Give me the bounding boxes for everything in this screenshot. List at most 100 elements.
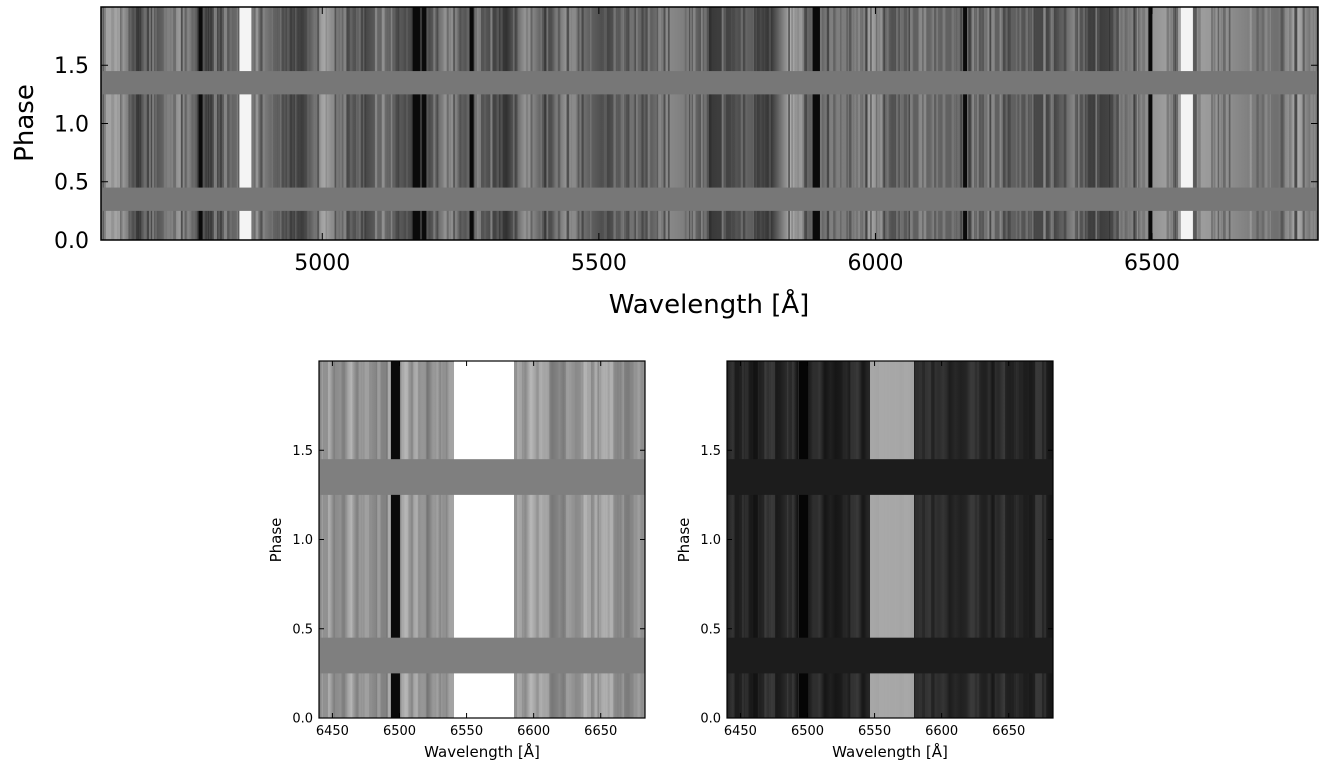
- texture-stripe: [847, 7, 850, 240]
- texture-stripe: [466, 7, 470, 240]
- texture-stripe: [657, 7, 659, 240]
- texture-stripe: [385, 7, 387, 240]
- masked-band: [319, 459, 645, 495]
- texture-stripe: [1217, 7, 1220, 240]
- texture-stripe: [1166, 7, 1170, 240]
- texture-stripe: [855, 7, 859, 240]
- texture-stripe: [605, 361, 613, 718]
- masked-band: [727, 459, 1053, 495]
- texture-stripe: [1007, 361, 1015, 718]
- texture-stripe: [820, 7, 824, 240]
- texture-stripe: [546, 7, 549, 240]
- texture-stripe: [263, 7, 265, 240]
- texture-stripe: [566, 361, 572, 718]
- texture-stripe: [125, 7, 129, 240]
- spectral-lines: [198, 7, 1193, 240]
- y-axis-label: Phase: [10, 84, 40, 162]
- texture-stripe: [1043, 7, 1046, 240]
- texture-stripe: [973, 7, 976, 240]
- masked-phase-bands: [727, 459, 1053, 674]
- texture-stripe: [1211, 7, 1214, 240]
- texture-stripe: [334, 7, 337, 240]
- texture-stripe: [477, 7, 479, 240]
- texture-stripe: [635, 7, 638, 240]
- texture-stripe: [551, 361, 559, 718]
- texture-stripe: [454, 7, 458, 240]
- texture-stripe: [1031, 7, 1034, 240]
- texture-stripe: [426, 7, 429, 240]
- texture-stripe: [1256, 7, 1259, 240]
- texture-stripe: [512, 361, 517, 718]
- texture-stripe: [916, 361, 921, 718]
- texture-stripe: [658, 7, 662, 240]
- texture-stripe: [290, 7, 293, 240]
- texture-stripe: [413, 361, 418, 718]
- texture-stripe: [753, 361, 758, 718]
- absorption-line: [798, 361, 808, 718]
- texture-stripe: [1119, 7, 1122, 240]
- texture-stripe: [991, 7, 995, 240]
- texture-stripe: [914, 361, 918, 718]
- texture-stripe: [1113, 7, 1117, 240]
- texture-stripe: [583, 361, 591, 718]
- axis-ticks: 5000 5500 6000 6500 0.0 0.5 1.0 1.5: [54, 7, 1318, 276]
- texture-stripe: [374, 7, 378, 240]
- texture-stripe: [1118, 7, 1121, 240]
- texture-stripe: [846, 7, 849, 240]
- axis-ticks: 6450 6500 6550 6600 6650 0.0 0.5 1.0 1.5: [292, 361, 645, 739]
- x-tick-label: 6600: [925, 724, 958, 739]
- texture-stripe: [1193, 7, 1196, 240]
- emission-line: [239, 7, 252, 240]
- texture-stripe: [1005, 7, 1008, 240]
- texture-stripe: [191, 7, 194, 240]
- y-tick-label: 0.5: [54, 171, 89, 196]
- texture-stripe: [202, 7, 205, 240]
- texture-stripe: [1220, 7, 1223, 240]
- texture-stripe: [390, 7, 393, 240]
- texture-stripe: [721, 7, 723, 240]
- texture-stripe: [861, 361, 866, 718]
- texture-stripe: [370, 361, 375, 718]
- texture-stripe: [880, 7, 884, 240]
- texture-stripe: [1082, 7, 1086, 240]
- texture-stripe: [811, 361, 816, 718]
- texture-stripe: [300, 7, 302, 240]
- texture-stripe: [796, 7, 800, 240]
- texture-stripe: [573, 7, 577, 240]
- texture-stripe: [901, 7, 904, 240]
- texture-stripe: [779, 7, 781, 240]
- texture-stripe: [740, 7, 744, 240]
- texture-stripe: [435, 7, 438, 240]
- texture-stripe: [220, 7, 222, 240]
- texture-stripe: [386, 7, 390, 240]
- texture-stripe: [918, 7, 920, 240]
- texture-stripe: [364, 361, 370, 718]
- texture-stripe: [634, 7, 637, 240]
- texture-stripe: [865, 7, 868, 240]
- texture-stripe: [1029, 7, 1032, 240]
- texture-stripe: [907, 7, 910, 240]
- texture-stripe: [492, 7, 496, 240]
- texture-stripe: [1097, 7, 1100, 240]
- texture-stripe: [315, 7, 318, 240]
- texture-stripe: [1109, 7, 1111, 240]
- texture-stripe: [1078, 7, 1082, 240]
- texture-stripe: [603, 7, 607, 240]
- absorption-line: [412, 7, 417, 240]
- texture-stripe: [484, 7, 486, 240]
- texture-stripe: [1249, 7, 1252, 240]
- texture-stripe: [570, 7, 572, 240]
- x-axis-label: Wavelength [Å]: [609, 288, 810, 320]
- texture-stripe: [512, 7, 516, 240]
- texture-stripe: [541, 361, 548, 718]
- texture-stripe: [936, 7, 938, 240]
- texture-stripe: [791, 7, 793, 240]
- absorption-line: [815, 7, 820, 240]
- texture-stripe: [882, 7, 886, 240]
- x-tick-label: 6000: [847, 251, 903, 276]
- texture-stripe: [1269, 7, 1271, 240]
- texture-stripe: [1050, 7, 1054, 240]
- texture-stripe: [343, 7, 347, 240]
- texture-stripe: [1135, 7, 1137, 240]
- texture-stripe: [227, 7, 231, 240]
